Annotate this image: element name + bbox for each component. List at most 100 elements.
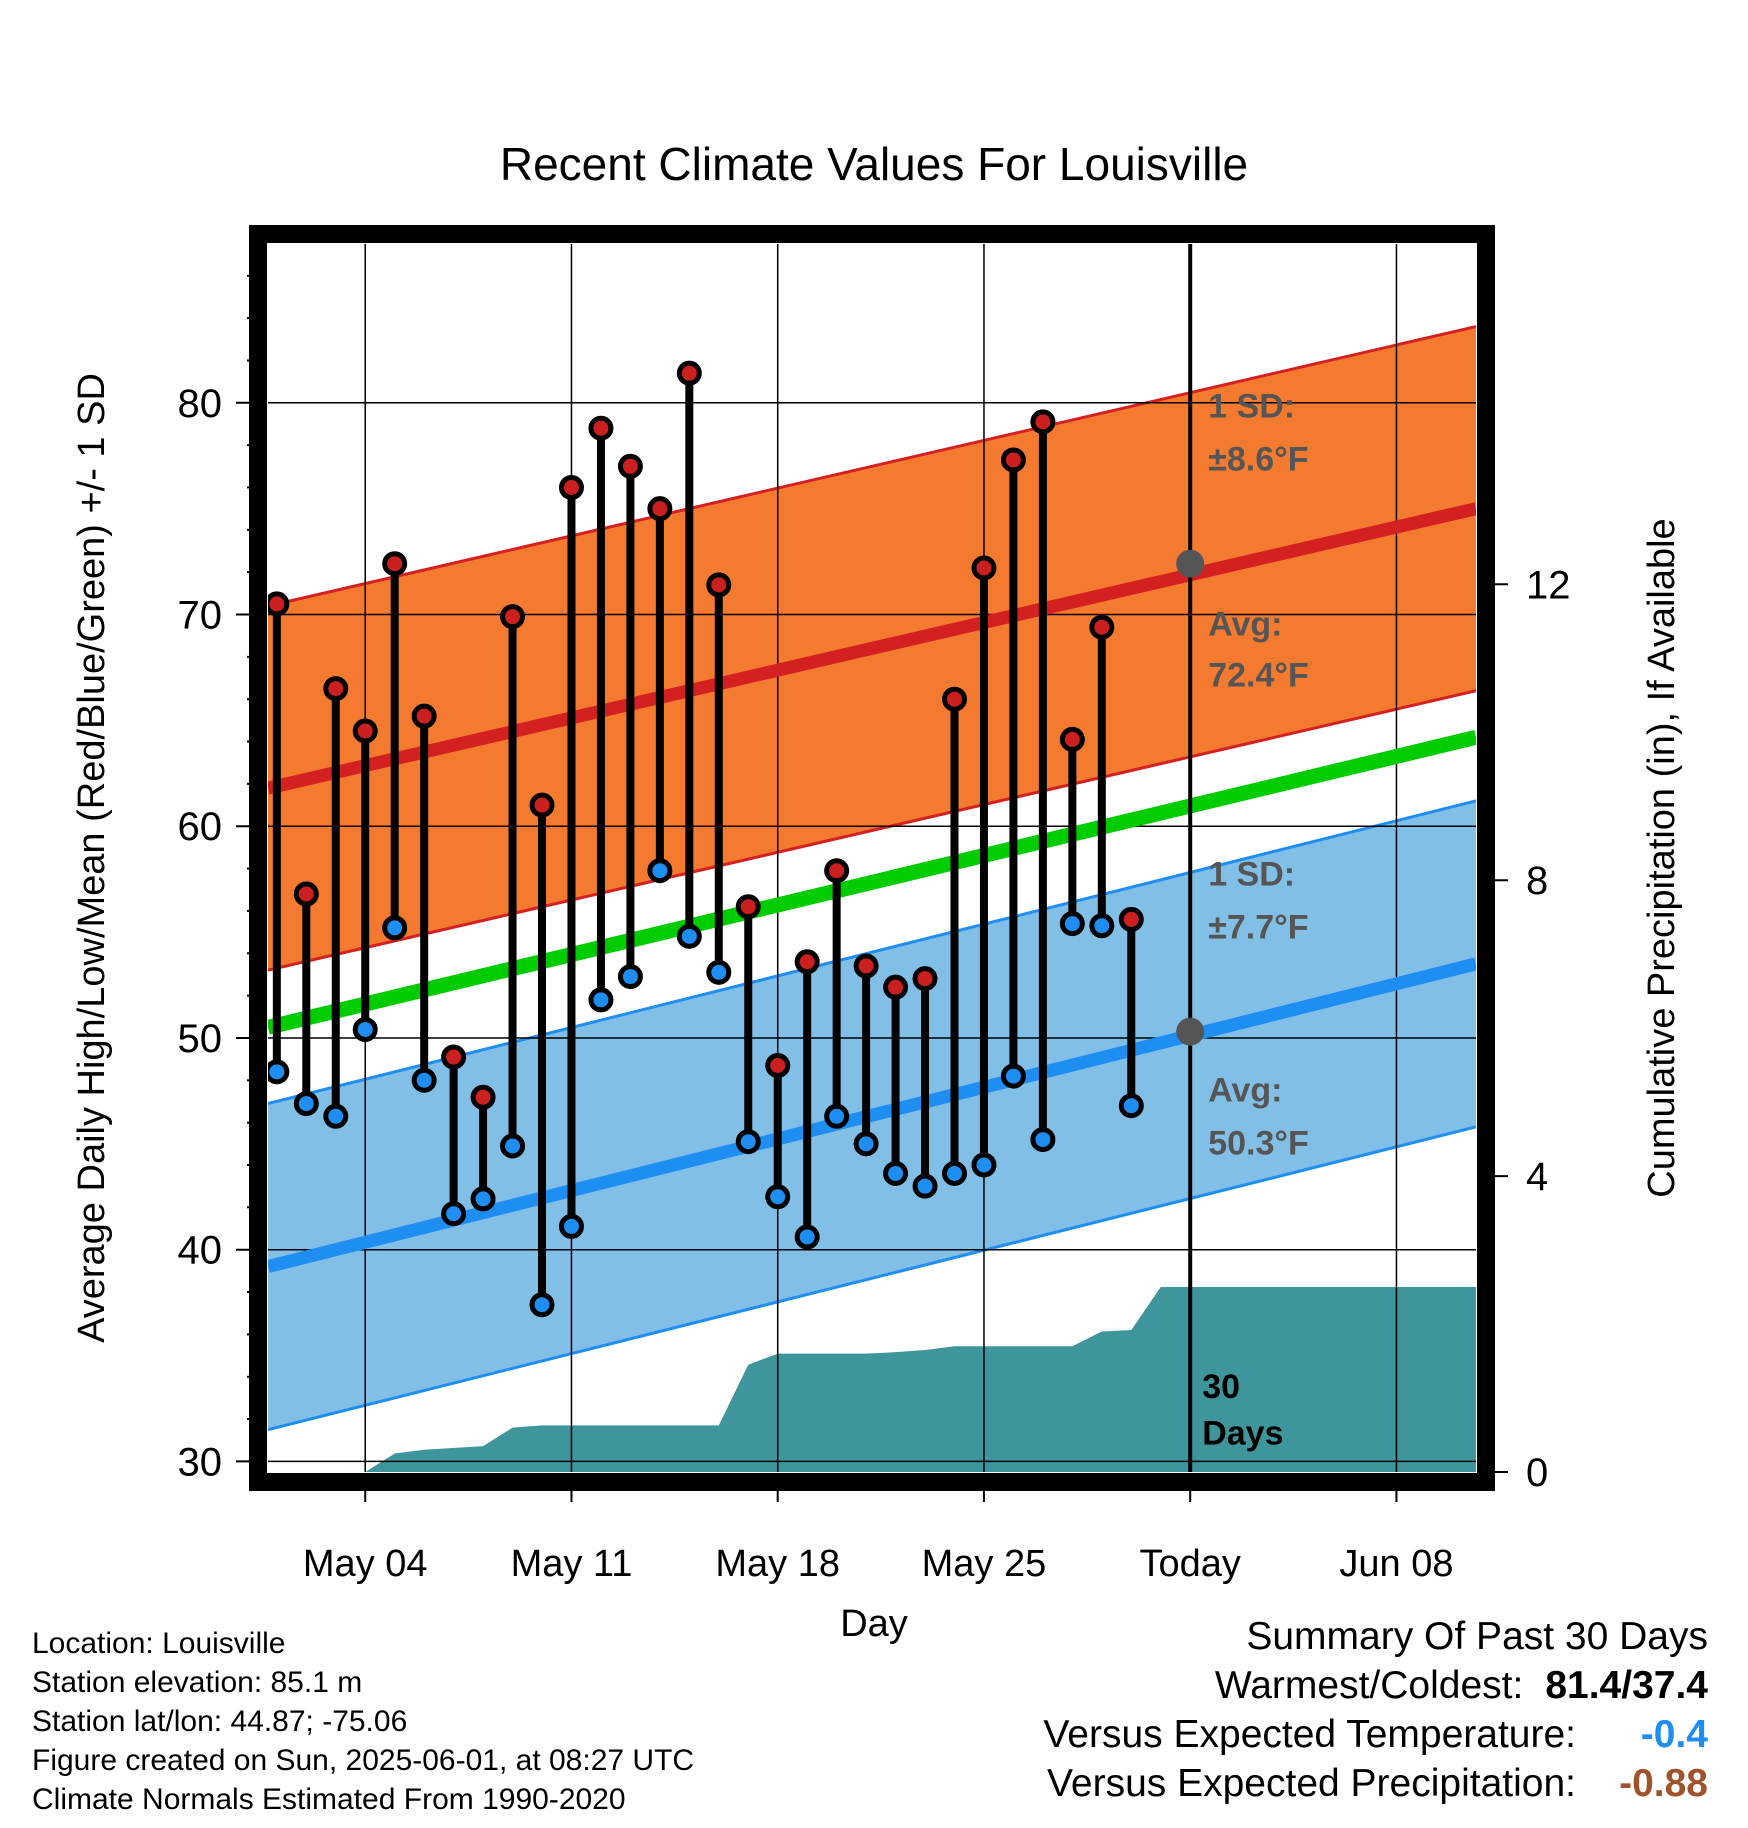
normal-mean-line	[268, 730, 1476, 1035]
summary-warm-cold: Warmest/Coldest: 81.4/37.4	[1043, 1661, 1708, 1710]
daily-high-point	[853, 953, 879, 979]
daily-high-point	[293, 881, 319, 907]
summary-temp: Versus Expected Temperature: -0.4	[1043, 1710, 1708, 1759]
created-text: Figure created on Sun, 2025-06-01, at 08…	[32, 1744, 695, 1777]
normal-high-line	[268, 502, 1476, 795]
y2-tick-label: 12	[1526, 563, 1571, 607]
daily-high-point	[735, 894, 761, 920]
y2-axis-label: Cumulative Precipitation (in), If Availa…	[1641, 518, 1683, 1197]
high-sd-label: 1 SD:	[1208, 388, 1295, 426]
daily-high-point	[765, 1052, 791, 1078]
daily-low-point	[1000, 1063, 1026, 1089]
normals-text: Climate Normals Estimated From 1990-2020	[32, 1783, 626, 1816]
summary-title: Summary Of Past 30 Days	[1246, 1615, 1708, 1658]
y2-tick-label: 0	[1526, 1451, 1548, 1495]
warm-cold-value: 81.4/37.4	[1545, 1664, 1708, 1707]
station-info: Location: Louisville Station elevation: …	[32, 1624, 694, 1819]
daily-high-point	[1118, 906, 1144, 932]
latlon-text: Station lat/lon: 44.87; -75.06	[32, 1705, 408, 1738]
daily-low-point	[293, 1091, 319, 1117]
daily-high-point	[588, 415, 614, 441]
x-tick-label: May 25	[922, 1543, 1047, 1585]
daily-high-point	[323, 676, 349, 702]
x-tick-label: May 11	[511, 1543, 633, 1585]
plot-area	[268, 244, 1476, 1472]
daily-low-point	[853, 1131, 879, 1157]
daily-high-point	[794, 949, 820, 975]
daily-high-point	[352, 718, 378, 744]
high-sd-value: ±8.6°F	[1208, 441, 1308, 479]
low-band-upper-edge	[268, 799, 1476, 1106]
daily-low-point	[617, 964, 643, 990]
daily-high-point	[912, 966, 938, 992]
daily-low-point	[1118, 1093, 1144, 1119]
daily-low-point	[1089, 913, 1115, 939]
low-band-lower-edge	[268, 1125, 1476, 1432]
daily-low-point	[323, 1103, 349, 1129]
y-tick-label: 50	[178, 1017, 223, 1061]
x-tick-label: Today	[1140, 1543, 1241, 1585]
low-sd-value: ±7.7°F	[1208, 908, 1308, 946]
daily-low-point	[765, 1184, 791, 1210]
temp-label: Versus Expected Temperature:	[1043, 1713, 1576, 1756]
chart-title: Recent Climate Values For Louisville	[500, 138, 1248, 190]
elevation-text: Station elevation: 85.1 m	[32, 1666, 363, 1699]
x-tick-label: May 18	[715, 1543, 840, 1585]
daily-low-point	[912, 1173, 938, 1199]
daily-low-point	[706, 959, 732, 985]
temp-value: -0.4	[1640, 1713, 1708, 1756]
daily-high-point	[706, 572, 732, 598]
daily-low-point	[529, 1292, 555, 1318]
daily-high-point	[411, 703, 437, 729]
daily-high-point	[676, 360, 702, 386]
normal-low-line	[268, 957, 1476, 1273]
low-avg-label: Avg:	[1208, 1071, 1282, 1109]
daily-low-point	[941, 1160, 967, 1186]
low-avg-value: 50.3°F	[1208, 1124, 1309, 1162]
daily-high-point	[1030, 409, 1056, 435]
y2-tick-label: 4	[1526, 1155, 1548, 1199]
plot-frame	[249, 225, 1495, 1491]
daily-high-point	[1000, 447, 1026, 473]
daily-low-point	[735, 1129, 761, 1155]
daily-low-point	[1059, 911, 1085, 937]
daily-low-point	[500, 1133, 526, 1159]
daily-high-point	[971, 555, 997, 581]
daily-high-point	[500, 604, 526, 630]
today-avg-high-marker	[1176, 549, 1205, 578]
y2-tick-label: 8	[1526, 859, 1548, 903]
daily-high-point	[1089, 614, 1115, 640]
x-tick-label: May 04	[303, 1543, 428, 1585]
daily-low-point	[1030, 1127, 1056, 1153]
location-text: Location: Louisville	[32, 1627, 286, 1660]
daily-low-point	[824, 1103, 850, 1129]
daily-high-point	[558, 474, 584, 500]
high-avg-label: Avg:	[1208, 606, 1282, 644]
daily-high-point	[883, 974, 909, 1000]
high-band-upper-edge	[268, 325, 1476, 608]
y-tick-label: 30	[178, 1440, 223, 1484]
daily-low-point	[558, 1213, 584, 1239]
daily-low-point	[588, 987, 614, 1013]
daily-low-point	[794, 1224, 820, 1250]
daily-high-point	[647, 496, 673, 522]
daily-low-point	[883, 1160, 909, 1186]
x-tick-label: Jun 08	[1339, 1543, 1453, 1585]
daily-low-point	[411, 1067, 437, 1093]
y-axis-label: Average Daily High/Low/Mean (Red/Blue/Gr…	[71, 373, 113, 1343]
high-band-lower-edge	[268, 689, 1476, 972]
daily-high-point	[268, 591, 290, 617]
y-tick-label: 60	[178, 805, 223, 849]
daily-high-point	[441, 1044, 467, 1070]
precip-value: -0.88	[1619, 1762, 1708, 1805]
daily-low-point	[441, 1201, 467, 1227]
y-tick-label: 40	[178, 1229, 223, 1273]
precip-label: Versus Expected Precipitation:	[1047, 1762, 1576, 1805]
daily-low-point	[676, 923, 702, 949]
y-tick-label: 80	[178, 382, 223, 426]
daily-high-point	[470, 1084, 496, 1110]
daily-high-point	[1059, 726, 1085, 752]
daily-low-point	[268, 1059, 290, 1085]
daily-low-point	[382, 915, 408, 941]
